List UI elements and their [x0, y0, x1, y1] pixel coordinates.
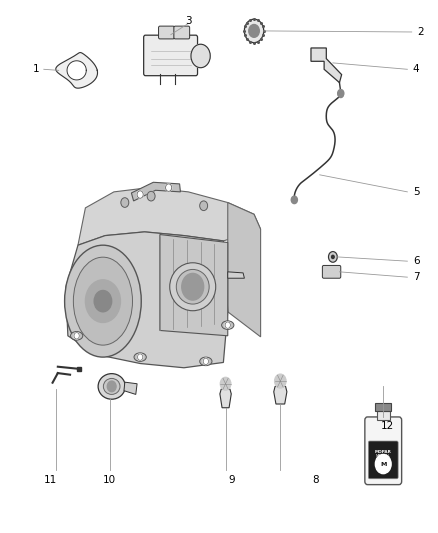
Text: 12: 12	[381, 422, 394, 431]
FancyBboxPatch shape	[174, 26, 190, 39]
Polygon shape	[274, 386, 287, 404]
Ellipse shape	[64, 245, 141, 357]
Circle shape	[85, 280, 120, 322]
Text: 3: 3	[185, 17, 192, 26]
Circle shape	[182, 273, 204, 300]
Circle shape	[220, 377, 231, 390]
Text: M: M	[380, 462, 386, 466]
Polygon shape	[220, 389, 231, 408]
Text: 10: 10	[103, 475, 116, 484]
Polygon shape	[160, 235, 228, 336]
Ellipse shape	[71, 332, 83, 340]
Text: MOPAR: MOPAR	[375, 450, 392, 454]
FancyBboxPatch shape	[365, 417, 402, 484]
Text: 7: 7	[413, 272, 420, 282]
Polygon shape	[78, 188, 261, 245]
Circle shape	[203, 358, 208, 365]
Ellipse shape	[103, 378, 120, 394]
Circle shape	[121, 198, 129, 207]
Ellipse shape	[73, 257, 132, 345]
Ellipse shape	[200, 357, 212, 366]
Text: 1: 1	[32, 64, 39, 74]
Text: MANUAL: MANUAL	[376, 455, 391, 458]
Circle shape	[244, 19, 264, 43]
FancyBboxPatch shape	[322, 265, 341, 278]
Circle shape	[138, 354, 143, 360]
Ellipse shape	[176, 269, 209, 304]
Polygon shape	[67, 61, 86, 80]
Polygon shape	[228, 272, 244, 278]
Bar	[375, 403, 391, 410]
Ellipse shape	[134, 353, 146, 361]
Ellipse shape	[170, 263, 215, 311]
Text: 2: 2	[417, 27, 424, 37]
Circle shape	[332, 255, 334, 259]
Circle shape	[166, 184, 172, 191]
Text: 8: 8	[312, 475, 319, 484]
Polygon shape	[311, 48, 342, 83]
FancyBboxPatch shape	[368, 441, 398, 479]
Polygon shape	[56, 53, 98, 88]
FancyBboxPatch shape	[144, 35, 198, 76]
Ellipse shape	[222, 321, 234, 329]
FancyBboxPatch shape	[159, 26, 174, 39]
Polygon shape	[131, 182, 180, 201]
Text: 4: 4	[413, 64, 420, 74]
Text: 5: 5	[413, 187, 420, 197]
Circle shape	[275, 374, 286, 388]
Circle shape	[291, 196, 297, 204]
Circle shape	[249, 25, 259, 37]
Circle shape	[375, 455, 391, 474]
Circle shape	[338, 90, 344, 97]
Text: 6: 6	[413, 256, 420, 266]
Text: 9: 9	[229, 475, 236, 484]
Circle shape	[328, 252, 337, 262]
Ellipse shape	[98, 374, 125, 399]
Polygon shape	[228, 203, 261, 337]
Circle shape	[191, 44, 210, 68]
Circle shape	[338, 91, 343, 98]
Bar	[377, 410, 390, 420]
Circle shape	[74, 333, 79, 339]
Circle shape	[137, 191, 143, 198]
Text: 11: 11	[44, 475, 57, 484]
Circle shape	[225, 322, 230, 328]
Polygon shape	[124, 382, 137, 394]
Text: FLUID: FLUID	[378, 458, 389, 462]
Circle shape	[94, 290, 112, 312]
Polygon shape	[66, 232, 228, 368]
Circle shape	[107, 381, 116, 392]
Circle shape	[147, 191, 155, 201]
Circle shape	[200, 201, 208, 211]
